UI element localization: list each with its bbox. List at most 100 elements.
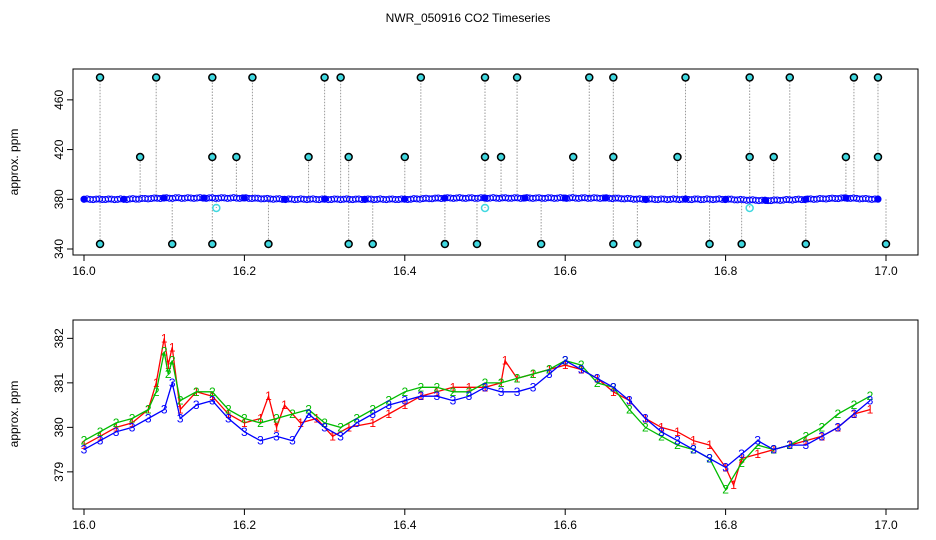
series-3-marker: 3	[738, 447, 745, 461]
top-plot-frame	[72, 68, 919, 256]
series-2-line	[83, 351, 871, 491]
series-3-marker: 3	[722, 460, 729, 474]
spike-point	[873, 73, 883, 82]
top-axes: 16.0 16.2 16.4 16.6 16.8 17.0 340 380 420 460	[52, 90, 898, 278]
baseline-data-point	[361, 195, 369, 203]
series-3-marker: 3	[353, 416, 360, 430]
baseline-data-point	[120, 195, 128, 203]
series-3-marker: 3	[177, 411, 184, 425]
series-2-marker: 2	[674, 438, 681, 452]
series-2-marker: 2	[578, 358, 585, 372]
series-1-marker: 1	[129, 416, 136, 430]
spike-point	[208, 152, 217, 162]
spike-point	[841, 152, 851, 162]
top-y-tick-label: 380	[52, 189, 66, 209]
series-3-marker: 3	[145, 411, 152, 425]
series-2-marker: 2	[738, 456, 745, 470]
series-2-marker: 2	[482, 376, 489, 390]
series-2-marker: 2	[417, 380, 424, 394]
series-3-marker: 3	[113, 425, 120, 439]
series-1-line	[83, 338, 871, 488]
series-1-marker: 1	[265, 389, 272, 403]
spike-point	[320, 73, 329, 82]
top-x-tick-label: 16.0	[72, 264, 96, 278]
series-1-marker: 1	[153, 376, 160, 390]
series-1-marker: 1	[674, 425, 681, 439]
spike-point	[609, 73, 618, 82]
bottom-y-tick-label: 381	[52, 373, 66, 393]
series-3-marker: 3	[81, 443, 88, 457]
series-1-marker: 1	[161, 331, 168, 345]
series-3-marker: 3	[754, 434, 761, 448]
series-2-marker: 2	[514, 371, 521, 385]
baseline-data-point	[842, 194, 850, 202]
series-2-marker: 2	[153, 385, 160, 399]
series-2-marker: 2	[129, 411, 136, 425]
series-3-marker: 3	[169, 376, 176, 390]
series-2-marker: 2	[161, 345, 168, 359]
spike-point	[167, 239, 177, 249]
top-x-tick-label: 16.6	[554, 264, 578, 278]
spike-point	[248, 73, 257, 82]
spike-point	[135, 152, 145, 162]
spike-point	[440, 239, 450, 249]
series-1-marker: 1	[502, 354, 509, 368]
series-3-marker: 3	[562, 354, 569, 368]
baseline-data-point	[601, 194, 609, 202]
spike-point	[673, 152, 682, 162]
baseline-data-point	[321, 195, 329, 203]
series-2-marker: 2	[169, 354, 176, 368]
series-1-marker: 1	[209, 389, 216, 403]
low-outlier-point	[480, 203, 490, 213]
series-1-marker: 1	[225, 407, 232, 421]
low-outlier-point	[212, 203, 221, 213]
series-3-marker: 3	[482, 380, 489, 394]
series-3-marker: 3	[161, 403, 168, 417]
top-x-tick-label: 16.4	[393, 264, 417, 278]
series-2-marker: 2	[642, 420, 649, 434]
spike-point	[151, 73, 161, 82]
baseline-data-point	[641, 195, 649, 203]
baseline-data-point	[481, 194, 489, 202]
series-3-marker: 3	[835, 420, 842, 434]
series-2-marker: 2	[450, 385, 457, 399]
series-1-marker: 1	[466, 380, 473, 394]
series-1-marker: 1	[802, 434, 809, 448]
series-1-marker: 1	[113, 420, 120, 434]
spike-point	[480, 152, 490, 162]
series-1-marker: 1	[562, 358, 569, 372]
series-1-marker: 1	[273, 420, 280, 434]
series-2-marker: 2	[369, 403, 376, 417]
top-y-tick-label: 340	[52, 239, 66, 259]
bottom-y-tick-label: 382	[52, 328, 66, 348]
series-1-marker: 1	[345, 420, 352, 434]
top-y-axis-label: approx. ppm	[7, 129, 21, 196]
series-1-marker: 1	[241, 416, 248, 430]
series-2-marker: 2	[225, 403, 232, 417]
baseline-data-point	[802, 195, 810, 203]
spike-point	[95, 73, 105, 82]
series-2-marker: 2	[594, 376, 601, 390]
bottom-x-tick-label: 16.8	[714, 518, 738, 532]
spike-point	[609, 239, 618, 249]
spike-point	[745, 152, 754, 162]
series-2-marker: 2	[466, 385, 473, 399]
series-3-marker: 3	[867, 394, 874, 408]
spike-point	[873, 152, 883, 162]
spike-point	[785, 73, 795, 82]
baseline-data-point	[240, 194, 248, 202]
series-2-marker: 2	[385, 394, 392, 408]
low-outlier-point	[745, 203, 754, 213]
series-2-marker: 2	[81, 434, 88, 448]
series-2-marker: 2	[835, 407, 842, 421]
spike-point	[368, 239, 377, 249]
spike-point	[737, 239, 746, 249]
series-1-marker: 1	[658, 420, 665, 434]
spike-point	[881, 239, 891, 249]
spike-point	[264, 239, 273, 249]
series-3-line	[83, 359, 871, 469]
series-2-marker: 2	[273, 411, 280, 425]
series-2-marker: 2	[530, 367, 537, 381]
series-1-marker: 1	[97, 429, 104, 443]
spike-point	[633, 239, 642, 249]
